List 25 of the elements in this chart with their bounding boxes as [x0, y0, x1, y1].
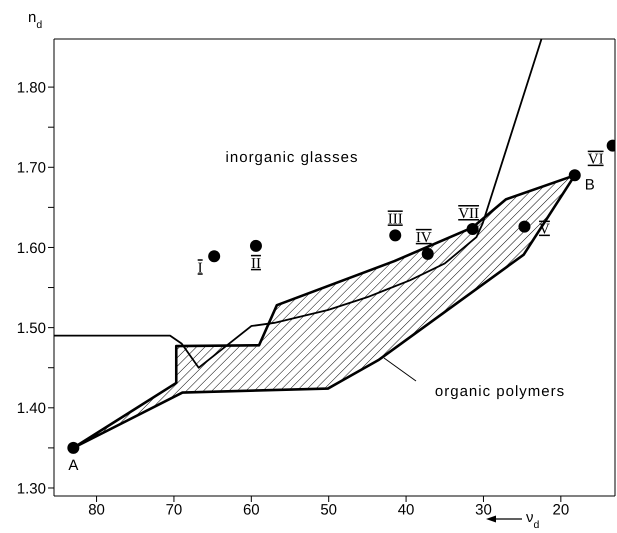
annotation: VII	[458, 206, 480, 222]
y-tick-label: 1.40	[16, 400, 46, 418]
y-axis-title: n$_{d}$	[28, 9, 42, 31]
y-tick-label: 1.70	[16, 160, 46, 177]
x-tick-label: 40	[398, 502, 414, 519]
x-tick-label: 70	[166, 502, 182, 519]
annotation: organic polymers	[434, 383, 566, 400]
x-axis-title: ν$_{d}$	[526, 509, 540, 531]
y-tick-label: 1.30	[16, 480, 46, 498]
annotation: IV	[416, 230, 432, 246]
x-tick-label: 50	[320, 502, 338, 519]
annotation: II	[250, 256, 261, 272]
y-tick-label: 1.60	[16, 240, 46, 257]
y-tick-label: 1.80	[16, 79, 46, 96]
y-tick-label: 1.50	[16, 320, 46, 337]
x-tick-label: 20	[552, 502, 570, 519]
x-tick-label: 80	[88, 502, 105, 519]
annotation: B	[584, 176, 595, 194]
annotation: VI	[588, 152, 604, 168]
annotation: A	[68, 456, 78, 474]
annotation: III	[388, 211, 403, 228]
annotation: inorganic glasses	[226, 149, 358, 166]
x-tick-label: 60	[242, 502, 260, 519]
x-tick-label: 30	[475, 502, 492, 519]
annotation: I	[198, 260, 203, 276]
